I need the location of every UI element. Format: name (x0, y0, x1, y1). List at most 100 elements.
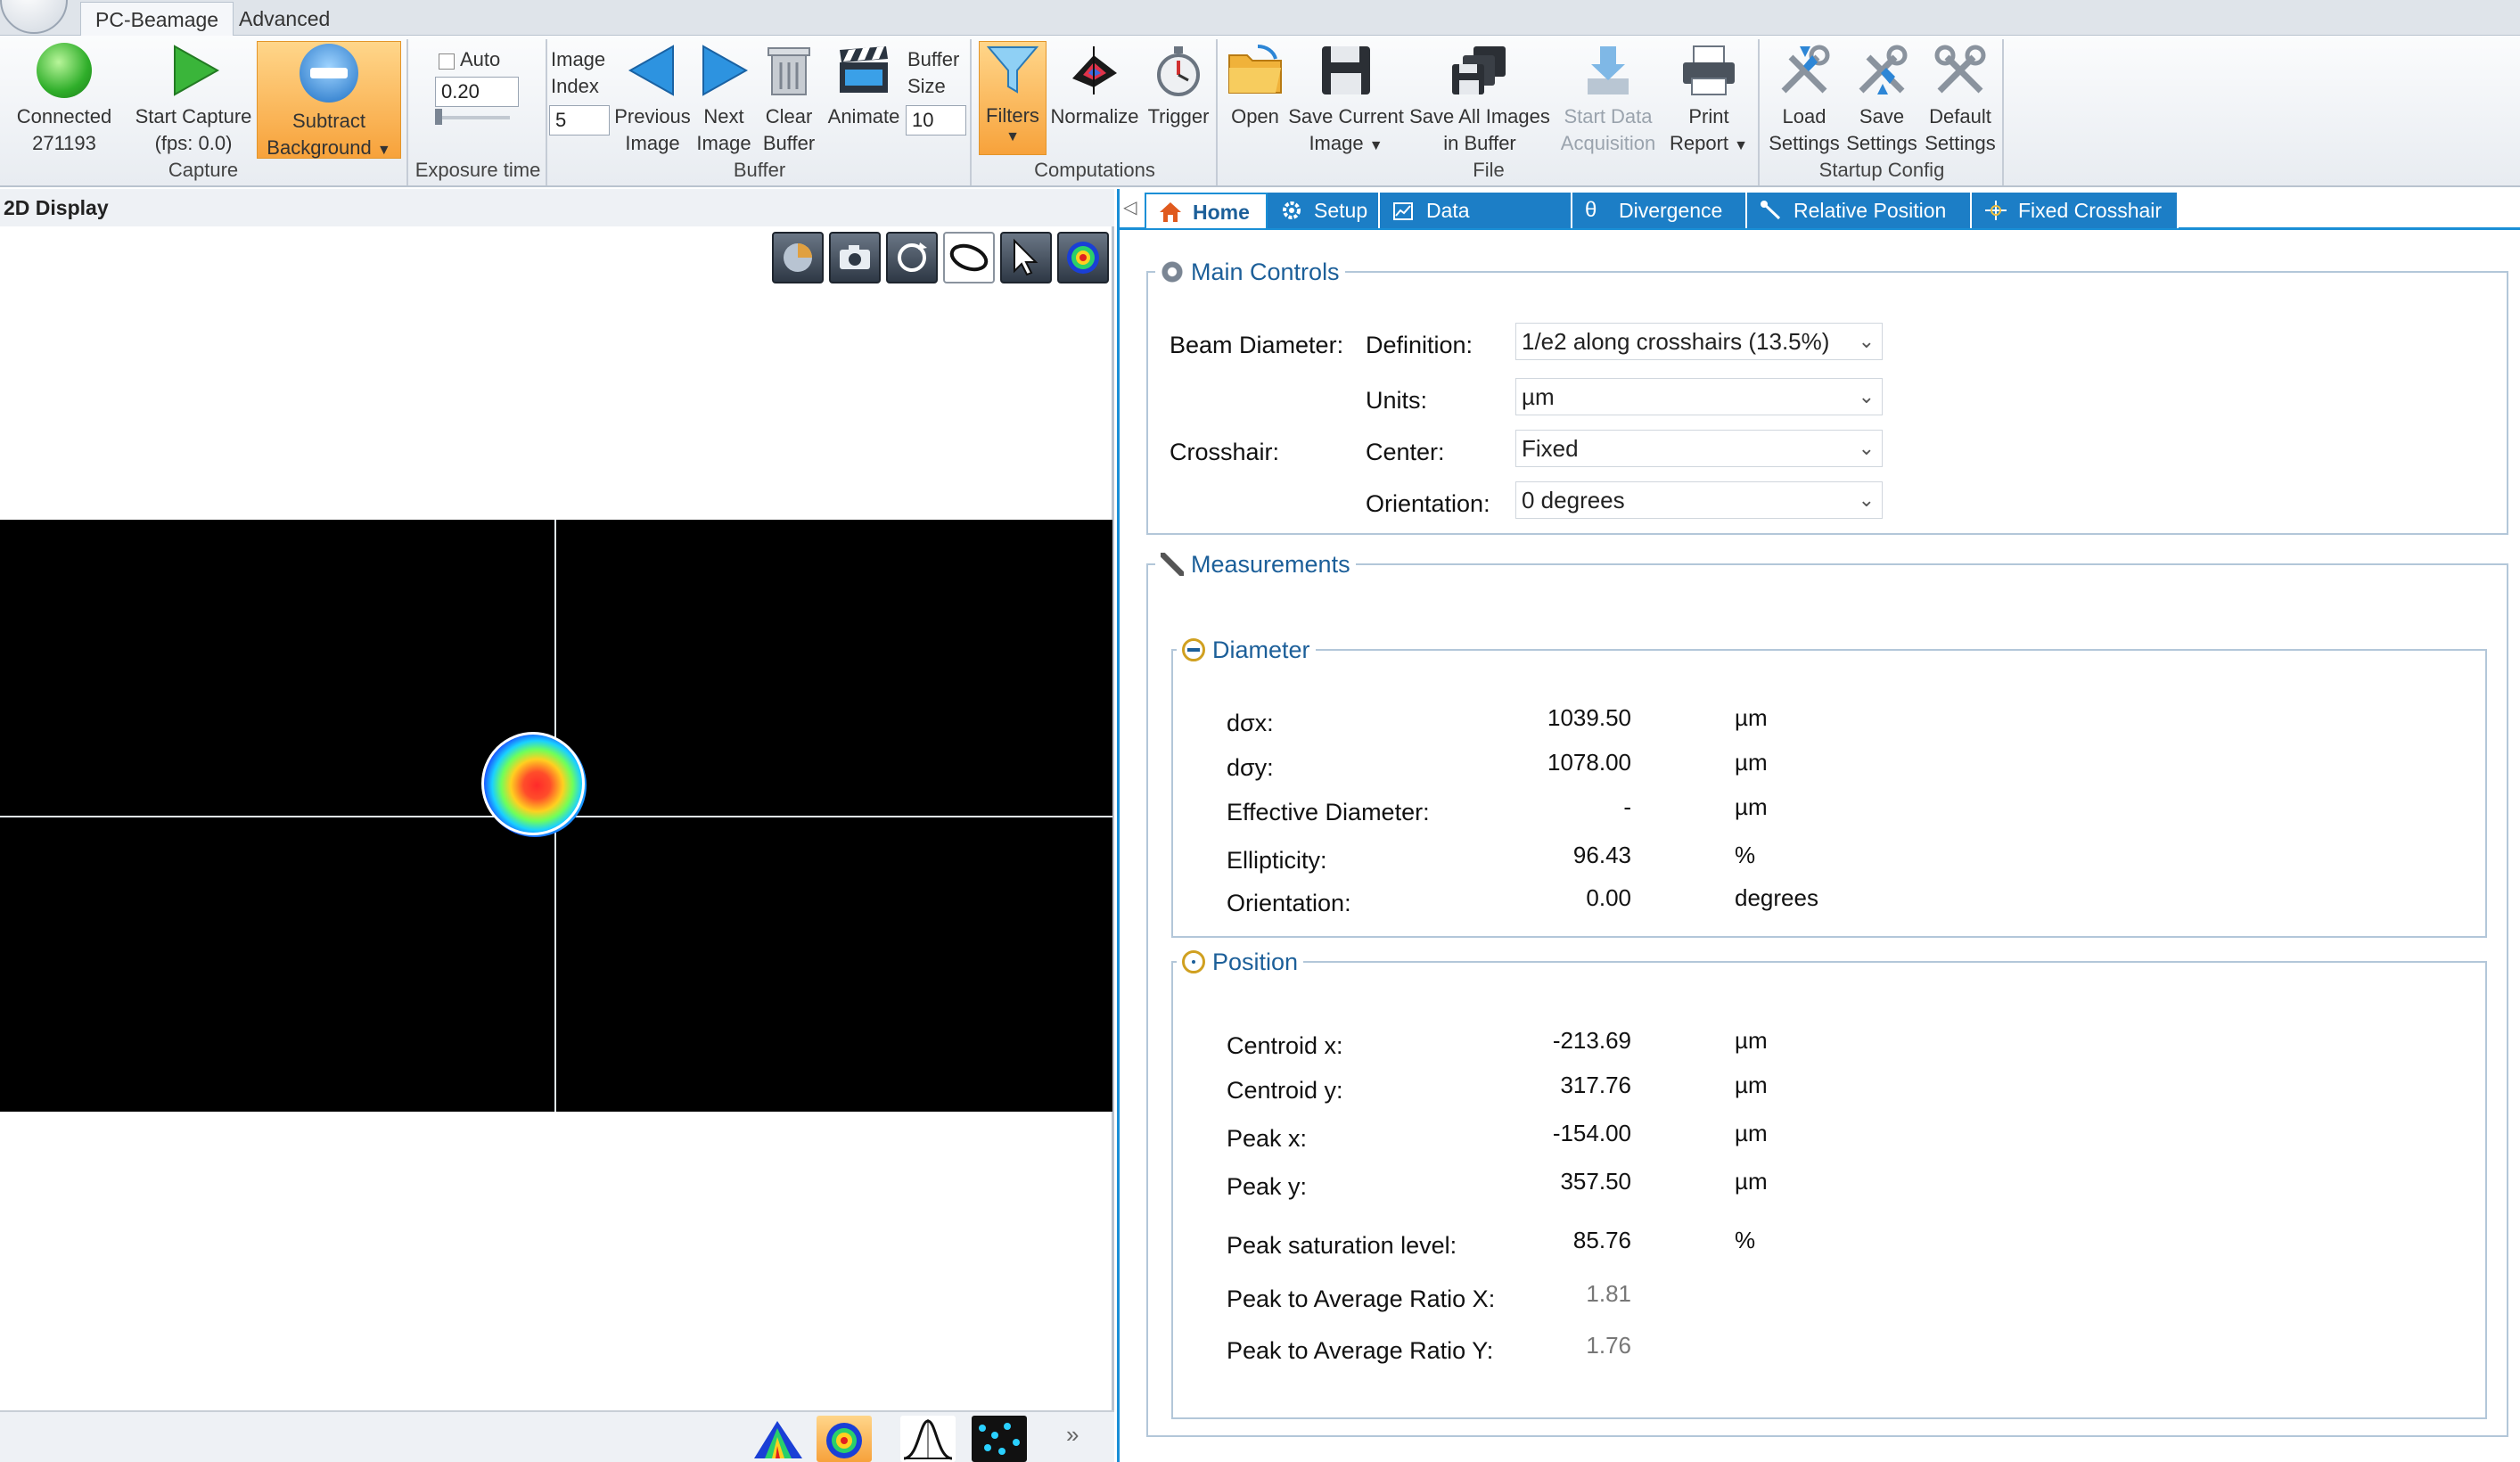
orientation-label: Orientation: (1366, 490, 1490, 517)
colormap-tool-button[interactable] (1057, 232, 1109, 283)
computations-group-label: Computations (1034, 159, 1155, 181)
chevron-down-icon: ⌄ (1858, 330, 1875, 352)
save-current-label-row: Image ▼ (1287, 130, 1405, 160)
tab-fixed-crosshair[interactable]: Fixed Crosshair (1972, 193, 2179, 228)
next-image-button[interactable]: Next Image (692, 43, 756, 157)
background-label: Background (267, 136, 372, 159)
measurement-value: 357.50 (1560, 1168, 1631, 1195)
tools-icon (1781, 45, 1830, 94)
exposure-slider-thumb[interactable] (435, 109, 442, 125)
ribbon: Connected 271193 Start Capture (fps: 0.0… (0, 36, 2520, 187)
previous-image-button[interactable]: Previous Image (613, 43, 692, 157)
normalize-label: Normalize (1050, 105, 1139, 127)
definition-select[interactable]: 1/e2 along crosshairs (13.5%) ⌄ (1515, 323, 1883, 360)
measurement-label: Effective Diameter: (1227, 799, 1430, 825)
tab-data-acquisition[interactable]: Data Acquisition (1380, 193, 1572, 258)
save-settings-button[interactable]: Save Settings (1843, 43, 1920, 157)
auto-exposure-checkbox[interactable] (439, 53, 455, 70)
buffer-group-label: Buffer (733, 159, 786, 181)
start-data-label: Start Data (1564, 105, 1653, 127)
center-select[interactable]: Fixed ⌄ (1515, 430, 1883, 467)
trash-icon (767, 47, 810, 95)
exposure-slider[interactable] (435, 109, 510, 125)
2d-view-button[interactable] (817, 1416, 872, 1462)
target-icon (1067, 242, 1099, 274)
tab-divergence[interactable]: θ Divergence (1572, 193, 1747, 228)
units-select[interactable]: µm ⌄ (1515, 378, 1883, 415)
snapshot-tool-button[interactable] (829, 232, 881, 283)
beam-diameter-label: Beam Diameter: (1170, 332, 1344, 358)
measurement-value: 1039.50 (1547, 704, 1631, 731)
measurement-label: dσx: (1227, 710, 1274, 736)
overflow-chevron-icon[interactable]: » (1066, 1421, 1079, 1448)
open-button[interactable]: Open (1223, 43, 1287, 130)
next-arrow-icon (702, 45, 749, 96)
pie-view-icon (784, 243, 812, 272)
next-label: Next (703, 105, 744, 127)
save-settings-label: Save (1859, 105, 1905, 127)
measurement-value: 1.81 (1586, 1280, 1631, 1307)
connected-button[interactable]: Connected 271193 (7, 43, 121, 157)
units-value: µm (1522, 383, 1555, 410)
tab-setup[interactable]: Setup (1268, 193, 1380, 228)
view-3d-tool-button[interactable] (772, 232, 824, 283)
ellipse-tool-button[interactable] (943, 232, 995, 283)
ribbon-tab-advanced[interactable]: Advanced (239, 7, 331, 30)
capture-group-label: Capture (168, 159, 239, 181)
tab-relative-position[interactable]: Relative Position (1747, 193, 1972, 228)
start-capture-button[interactable]: Start Capture (fps: 0.0) (130, 43, 257, 157)
start-capture-label: Start Capture (135, 105, 252, 127)
display-panel-title: 2D Display (0, 189, 1114, 226)
save-all-images-button[interactable]: Save All Images in Buffer (1405, 43, 1555, 157)
save-current-image-button[interactable]: Save Current Image ▼ (1287, 43, 1405, 160)
print-report-button[interactable]: Print Report ▼ (1662, 43, 1756, 160)
orientation-select[interactable]: 0 degrees ⌄ (1515, 481, 1883, 519)
clear-buffer-button[interactable]: Clear Buffer (756, 43, 822, 157)
beam-image-view[interactable] (0, 520, 1112, 1112)
circle-tool-button[interactable] (886, 232, 938, 283)
open-label: Open (1231, 105, 1279, 127)
center-label: Center: (1366, 439, 1445, 465)
subtract-background-button[interactable]: Subtract Background ▼ (257, 41, 401, 159)
measurements-title: Measurements (1191, 551, 1350, 578)
tab-relative-position-label: Relative Position (1794, 199, 1947, 222)
exposure-group-label: Exposure time (415, 159, 541, 181)
application-button[interactable] (0, 0, 68, 34)
tab-home[interactable]: Home (1145, 193, 1268, 228)
theta-icon: θ (1585, 198, 1597, 222)
trigger-button[interactable]: Trigger (1143, 43, 1214, 130)
tab-scroll-left-icon[interactable]: ◁ (1123, 198, 1137, 218)
scatter-view-button[interactable] (972, 1416, 1027, 1462)
previous-label-2: Image (625, 132, 680, 154)
auto-exposure-label: Auto (460, 48, 501, 70)
start-data-acquisition-button[interactable]: Start Data Acquisition (1555, 43, 1662, 157)
default-settings-label: Default (1929, 105, 1991, 127)
exposure-time-input[interactable]: 0.20 (435, 77, 519, 107)
clear-label-2: Buffer (762, 132, 816, 154)
default-settings-button[interactable]: Default Settings (1920, 43, 2000, 157)
definition-value: 1/e2 along crosshairs (13.5%) (1522, 328, 1830, 355)
measurement-label: dσy: (1227, 754, 1274, 781)
tools-icon (1934, 45, 1986, 94)
connected-label: Connected (16, 105, 112, 127)
buffer-size-input[interactable]: 10 (906, 105, 966, 136)
measurement-unit: % (1735, 842, 1756, 868)
load-settings-button[interactable]: Load Settings (1765, 43, 1843, 157)
background-label-row: Background ▼ (258, 135, 400, 164)
save-all-label-2: in Buffer (1443, 132, 1516, 154)
measurement-label: Ellipticity: (1227, 847, 1327, 874)
tab-data-acquisition-label: Data Acquisition (1426, 199, 1526, 258)
pointer-tool-button[interactable] (1000, 232, 1052, 283)
dropdown-arrow-icon: ▼ (376, 143, 391, 158)
filters-button[interactable]: Filters ▼ (979, 41, 1047, 155)
measurement-unit: µm (1735, 1120, 1768, 1146)
3d-view-button[interactable] (751, 1416, 806, 1462)
file-group: Open Save Current Image ▼ Save All Image… (1219, 39, 1760, 185)
profile-view-button[interactable] (900, 1416, 956, 1462)
normalize-button[interactable]: Normalize (1047, 43, 1143, 130)
animate-button[interactable]: Animate (824, 43, 904, 130)
position-section: Position Centroid x: -213.69 µm Centroid y:… (1171, 947, 2487, 1419)
ribbon-tab-pc-beamage[interactable]: PC-Beamage (80, 2, 234, 36)
dropdown-arrow-icon: ▼ (1734, 138, 1748, 153)
image-index-input[interactable]: 5 (549, 105, 610, 136)
